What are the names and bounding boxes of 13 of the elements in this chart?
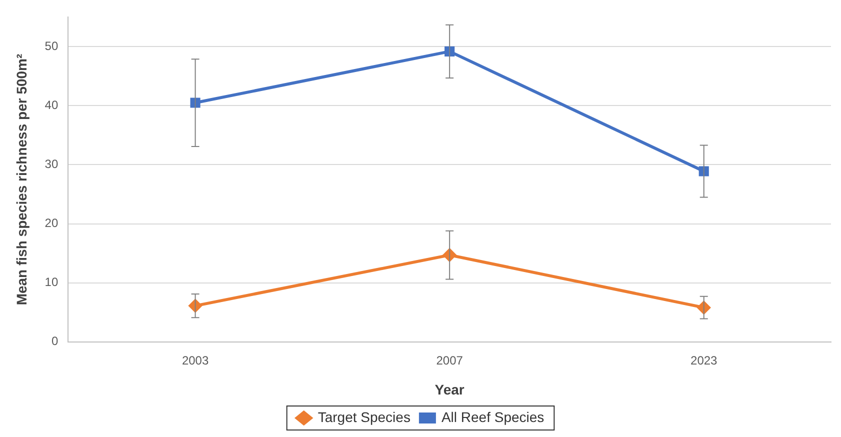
x-tick-label: 2003 (182, 353, 209, 368)
x-tick-label: 2007 (436, 353, 464, 368)
y-tick-label: 50 (44, 39, 58, 54)
y-axis-title: Mean fish species richness per 500m² (13, 53, 30, 306)
legend-label: Target Species (318, 408, 410, 425)
y-tick-label: 20 (44, 216, 58, 230)
y-tick-label: 10 (44, 275, 58, 290)
y-tick-label: 0 (51, 334, 58, 348)
y-tick-label: 40 (44, 98, 58, 112)
y-tick-label: 30 (44, 157, 58, 172)
legend-label: All Reef Species (441, 408, 544, 425)
x-tick-label: 2023 (690, 353, 718, 368)
x-axis-title: Year (434, 381, 465, 398)
